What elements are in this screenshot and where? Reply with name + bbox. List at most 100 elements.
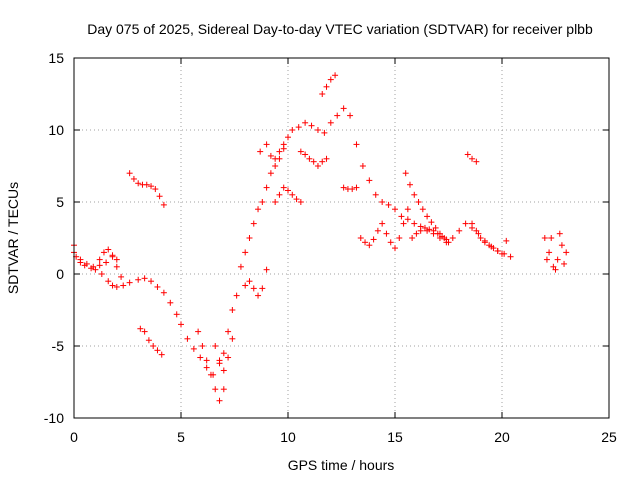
data-point: [156, 193, 163, 200]
series-segment-q: [469, 220, 510, 257]
data-point: [276, 155, 283, 162]
data-point: [327, 119, 334, 126]
data-point: [541, 235, 548, 241]
series-segment-k: [319, 72, 339, 97]
data-point: [366, 242, 373, 249]
series-segment-e: [195, 328, 227, 404]
data-point: [297, 148, 304, 155]
data-point: [323, 155, 330, 162]
data-point: [126, 170, 133, 177]
data-point: [225, 354, 232, 361]
data-point: [113, 256, 120, 263]
data-point: [289, 191, 296, 198]
data-point: [302, 119, 309, 126]
data-point: [359, 163, 366, 169]
data-point: [383, 230, 390, 237]
data-point: [199, 343, 206, 349]
data-point: [409, 235, 416, 241]
series-segment-d: [137, 325, 165, 358]
data-point: [321, 129, 328, 136]
data-point: [469, 220, 476, 227]
data-point: [229, 335, 236, 342]
data-point: [379, 199, 386, 205]
data-point: [477, 235, 484, 241]
data-point: [250, 285, 257, 292]
data-point: [421, 224, 428, 231]
series-segment-g: [242, 266, 270, 299]
data-point: [314, 163, 321, 169]
series-segment-h: [257, 141, 287, 169]
series-segment-o: [409, 224, 450, 243]
data-point: [554, 256, 561, 263]
data-point: [289, 127, 296, 133]
data-point: [158, 351, 165, 358]
series-segment-p: [464, 151, 480, 165]
data-point: [387, 239, 394, 246]
data-point: [109, 282, 116, 289]
data-point: [242, 282, 249, 289]
data-point: [404, 206, 411, 213]
data-point: [220, 367, 227, 374]
data-point: [370, 236, 377, 243]
data-point: [434, 230, 441, 237]
data-point: [556, 230, 563, 237]
data-point: [285, 187, 291, 194]
data-point: [276, 148, 283, 155]
x-tick-label: 25: [601, 429, 617, 445]
data-point: [404, 216, 411, 223]
data-point: [392, 206, 398, 213]
data-point: [203, 364, 210, 371]
series-segment-a: [71, 249, 120, 270]
data-point: [507, 253, 514, 260]
series-segment-j: [297, 148, 330, 169]
data-point: [503, 237, 510, 244]
series-segment-f: [212, 335, 236, 374]
data-point: [374, 227, 381, 234]
x-tick-label: 10: [280, 429, 296, 445]
series-segment-n: [402, 170, 452, 246]
data-point: [366, 177, 373, 184]
data-point: [255, 206, 262, 213]
data-point: [319, 158, 326, 165]
data-point: [237, 263, 244, 270]
data-point: [225, 328, 232, 335]
x-axis-label: GPS time / hours: [288, 457, 395, 473]
data-point: [220, 350, 227, 357]
axes-layer: 0 5 10 15 20 25 -10 -5 0 5 10 15: [44, 50, 617, 445]
data-point: [96, 256, 103, 263]
data-point: [197, 354, 204, 361]
data-point: [276, 191, 283, 198]
data-point: [334, 112, 341, 119]
data-point: [190, 345, 197, 352]
data-point: [148, 278, 155, 285]
data-point: [439, 233, 446, 240]
data-point: [417, 227, 424, 234]
data-point: [184, 335, 191, 342]
data-point: [105, 246, 112, 253]
series-segment-l: [340, 184, 360, 193]
data-point: [113, 263, 120, 270]
data-point: [263, 141, 270, 148]
x-tick-label: 20: [494, 429, 510, 445]
data-point: [83, 260, 90, 267]
data-point: [430, 227, 437, 234]
data-point: [141, 275, 148, 282]
data-point: [443, 236, 450, 243]
data-point: [105, 278, 112, 285]
data-point: [357, 235, 364, 241]
data-point: [160, 201, 167, 208]
data-point: [280, 184, 287, 191]
data-point: [160, 289, 167, 296]
data-point: [246, 235, 253, 241]
data-point: [280, 145, 287, 152]
data-point: [152, 186, 159, 193]
data-point: [126, 279, 133, 286]
series-segment-b: [96, 246, 125, 280]
data-point: [349, 186, 356, 193]
data-point: [267, 170, 274, 177]
data-point: [481, 239, 488, 246]
data-point: [548, 235, 555, 241]
data-point: [558, 242, 565, 249]
data-point: [499, 250, 505, 257]
